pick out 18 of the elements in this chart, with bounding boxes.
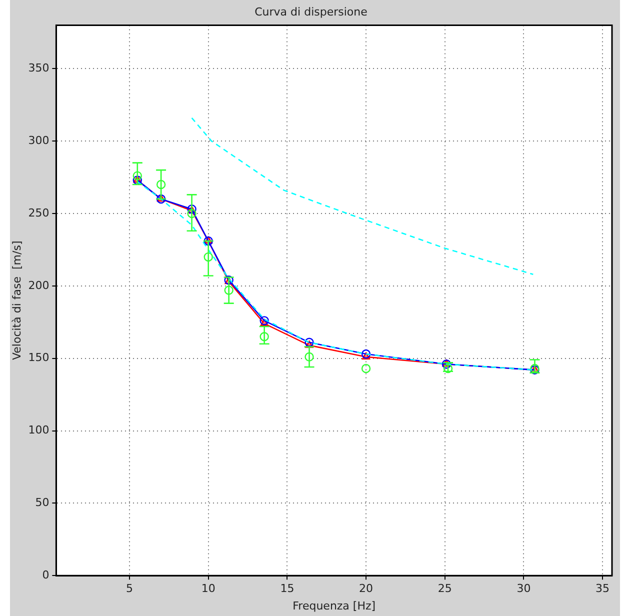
chart-title: Curva di dispersione: [254, 5, 368, 18]
y-tick-label: 300: [28, 134, 50, 147]
x-tick-label: 30: [516, 582, 531, 596]
y-tick-label: 200: [28, 278, 50, 292]
x-tick-label: 5: [126, 582, 134, 596]
y-tick-label: 100: [28, 424, 50, 437]
x-tick-label: 10: [201, 582, 216, 596]
y-tick-label: 50: [35, 496, 50, 510]
x-tick-label: 20: [359, 582, 374, 596]
x-tick-label: 15: [280, 582, 294, 596]
x-tick-label: 25: [438, 582, 452, 596]
y-tick-label: 0: [42, 568, 50, 582]
y-axis-title: Velocità di fase [m/s]: [10, 240, 24, 360]
x-tick-label: 35: [596, 582, 610, 596]
y-tick-label: 150: [28, 351, 50, 364]
y-tick-label: 350: [28, 62, 50, 75]
y-tick-label: 250: [28, 206, 50, 220]
x-axis-title: Frequenza [Hz]: [292, 599, 376, 612]
